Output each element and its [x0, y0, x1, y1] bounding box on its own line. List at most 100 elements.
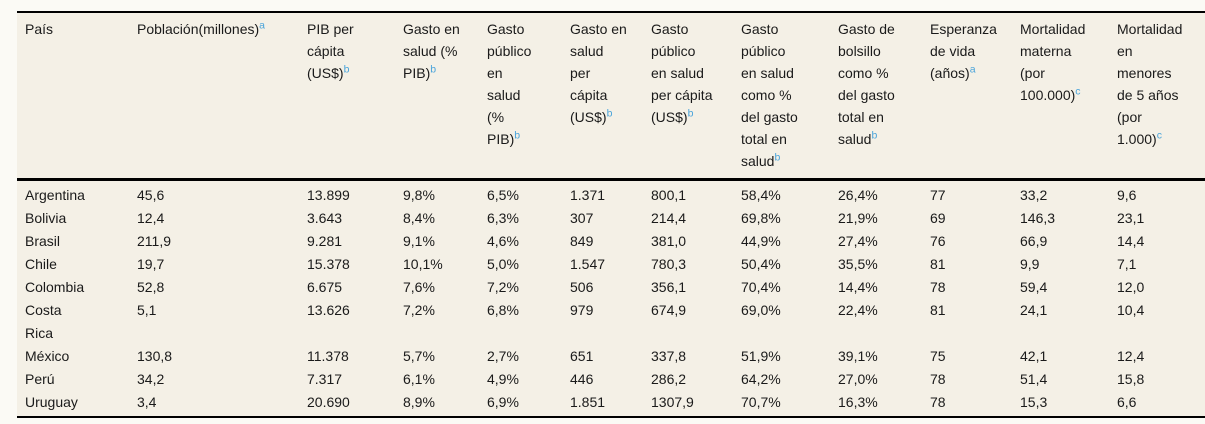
- cell: 3,4: [137, 394, 157, 410]
- cell: 307: [570, 210, 594, 226]
- country-cell: Perú: [25, 371, 55, 387]
- footnote-ref-c[interactable]: c: [1075, 85, 1081, 98]
- cell: 15,3: [1020, 394, 1048, 410]
- cell: 16,3%: [838, 394, 878, 410]
- cell: 39,1%: [838, 348, 878, 364]
- cell: 45,6: [137, 187, 165, 203]
- cell: 1.371: [570, 187, 606, 203]
- col-header-mortalidad-menores: Mortalidad en menores de 5 años (por 1.0…: [1109, 12, 1205, 180]
- cell: 22,4%: [838, 302, 878, 318]
- col-header-label: Gasto público en salud per cápita (US$): [651, 21, 713, 125]
- cell: 2,7%: [487, 348, 519, 364]
- footnote-ref-b[interactable]: b: [871, 129, 878, 142]
- cell: 780,3: [651, 256, 687, 272]
- country-cell: Costa Rica: [25, 302, 62, 341]
- cell: 6,8%: [487, 302, 519, 318]
- cell: 1.547: [570, 256, 606, 272]
- cell: 9,1%: [403, 233, 435, 249]
- cell: 19,7: [137, 256, 165, 272]
- cell: 33,2: [1020, 187, 1048, 203]
- header-row: País Población(millones)a PIB per cápita…: [17, 12, 1205, 180]
- col-header-gasto-salud-per-capita: Gasto en salud per cápita (US$)b: [562, 12, 643, 180]
- footnote-ref-b[interactable]: b: [343, 63, 350, 76]
- cell: 12,4: [1117, 348, 1145, 364]
- cell: 12,4: [137, 210, 165, 226]
- table-row-peru: Perú 34,2 7.317 6,1% 4,9% 446 286,2 64,2…: [17, 368, 1205, 391]
- cell: 979: [570, 302, 594, 318]
- cell: 70,7%: [741, 394, 781, 410]
- cell: 506: [570, 279, 594, 295]
- cell: 12,0: [1117, 279, 1145, 295]
- table-row-brasil: Brasil 211,9 9.281 9,1% 4,6% 849 381,0 4…: [17, 230, 1205, 253]
- country-cell: Chile: [25, 256, 57, 272]
- cell: 34,2: [137, 371, 165, 387]
- footnote-ref-b[interactable]: b: [774, 151, 781, 164]
- cell: 69,8%: [741, 210, 781, 226]
- cell: 21,9%: [838, 210, 878, 226]
- cell: 651: [570, 348, 594, 364]
- cell: 24,1: [1020, 302, 1048, 318]
- cell: 381,0: [651, 233, 687, 249]
- col-header-label: Mortalidad materna (por 100.000): [1020, 21, 1086, 103]
- cell: 15.378: [307, 256, 350, 272]
- cell: 44,9%: [741, 233, 781, 249]
- table-row-argentina: Argentina 45,6 13.899 9,8% 6,5% 1.371 80…: [17, 180, 1205, 208]
- cell: 27,0%: [838, 371, 878, 387]
- footnote-ref-a[interactable]: a: [969, 63, 976, 76]
- cell: 1307,9: [651, 394, 694, 410]
- footnote-ref-b[interactable]: b: [606, 107, 613, 120]
- footnote-ref-b[interactable]: b: [514, 129, 521, 142]
- cell: 9,6: [1117, 187, 1137, 203]
- cell: 10,4: [1117, 302, 1145, 318]
- cell: 77: [930, 187, 946, 203]
- cell: 849: [570, 233, 594, 249]
- cell: 337,8: [651, 348, 687, 364]
- col-header-mortalidad-materna: Mortalidad materna (por 100.000)c: [1012, 12, 1109, 180]
- cell: 4,6%: [487, 233, 519, 249]
- cell: 75: [930, 348, 946, 364]
- country-cell: Argentina: [25, 187, 85, 203]
- cell: 7,2%: [487, 279, 519, 295]
- cell: 78: [930, 371, 946, 387]
- table-row-mexico: México 130,8 11.378 5,7% 2,7% 651 337,8 …: [17, 345, 1205, 368]
- cell: 4,9%: [487, 371, 519, 387]
- cell: 8,9%: [403, 394, 435, 410]
- col-header-poblacion: Población(millones)a: [129, 12, 299, 180]
- country-cell: México: [25, 348, 70, 364]
- cell: 11.378: [307, 348, 349, 364]
- cell: 3.643: [307, 210, 343, 226]
- cell: 6,5%: [487, 187, 519, 203]
- cell: 6,3%: [487, 210, 519, 226]
- cell: 7,1: [1117, 256, 1137, 272]
- country-cell: Colombia: [25, 279, 85, 295]
- cell: 26,4%: [838, 187, 878, 203]
- col-header-label: Población(millones): [137, 21, 260, 37]
- col-header-esperanza-vida: Esperanza de vida (años)a: [922, 12, 1012, 180]
- cell: 1.851: [570, 394, 606, 410]
- cell: 81: [930, 302, 946, 318]
- footnote-ref-a[interactable]: a: [259, 19, 266, 32]
- col-header-gasto-publico-pct-total: Gasto público en salud como % del gasto …: [733, 12, 830, 180]
- cell: 27,4%: [838, 233, 878, 249]
- cell: 69: [930, 210, 946, 226]
- footnote-ref-b[interactable]: b: [430, 63, 437, 76]
- cell: 15,8: [1117, 371, 1145, 387]
- cell: 6,1%: [403, 371, 435, 387]
- footnote-ref-c[interactable]: c: [1156, 129, 1162, 142]
- cell: 214,4: [651, 210, 687, 226]
- cell: 42,1: [1020, 348, 1048, 364]
- cell: 5,1: [137, 302, 157, 318]
- cell: 76: [930, 233, 946, 249]
- col-header-label: PIB per cápita (US$): [307, 21, 354, 81]
- cell: 800,1: [651, 187, 687, 203]
- cell: 5,7%: [403, 348, 435, 364]
- cell: 13.626: [307, 302, 350, 318]
- cell: 10,1%: [403, 256, 443, 272]
- table-row-chile: Chile 19,7 15.378 10,1% 5,0% 1.547 780,3…: [17, 253, 1205, 276]
- col-header-label: Gasto en salud per cápita (US$): [570, 21, 627, 125]
- table-row-bolivia: Bolivia 12,4 3.643 8,4% 6,3% 307 214,4 6…: [17, 207, 1205, 230]
- footnote-ref-b[interactable]: b: [687, 107, 694, 120]
- cell: 59,4: [1020, 279, 1048, 295]
- cell: 286,2: [651, 371, 687, 387]
- cell: 446: [570, 371, 594, 387]
